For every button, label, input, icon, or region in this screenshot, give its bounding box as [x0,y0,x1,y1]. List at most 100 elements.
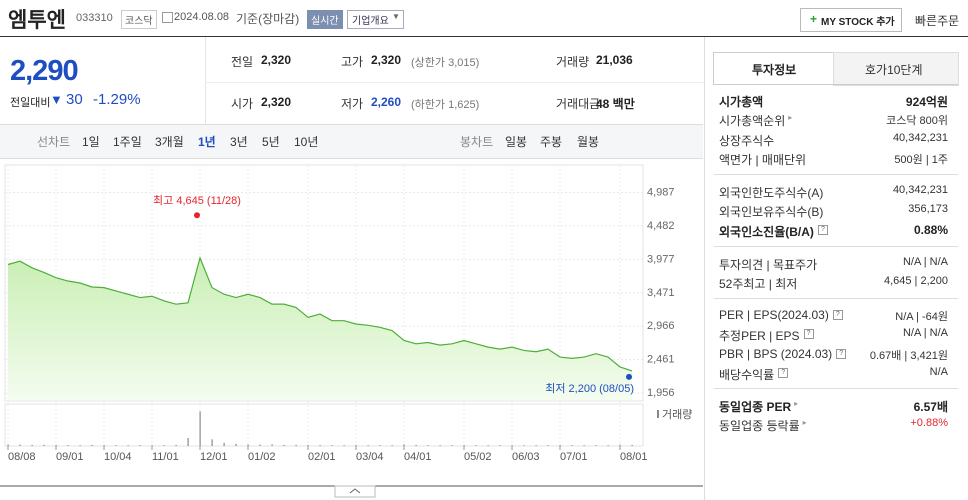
info-label: 시가총액순위 [719,114,786,129]
volume-bar [187,438,189,446]
overview-arrow: ▼ [392,12,400,21]
info-value: 0.67배 | 3,421원 [869,349,948,362]
info-label: 상장주식수 [719,133,775,148]
volume-bar [307,444,309,446]
period-tab[interactable]: 10년 [294,135,319,149]
volume-bar [391,445,393,446]
volume-bar [367,445,369,446]
volume-bar [199,411,201,446]
summary-label: 거래량 [556,55,590,69]
my-stock-button[interactable] [800,8,902,32]
chart: 1,956 2,461 2,966 3,471 3,977 4,482 4,987 08/08… [0,164,703,498]
info-label: 동일업종 PER [719,400,792,414]
market-badge: 코스닥 [121,10,157,29]
quick-order[interactable]: 빠른주문 [915,14,960,28]
x-tick-label: 02/01 [308,451,336,463]
period-tab[interactable]: 1년 [198,135,216,149]
price-line [7,256,633,372]
x-tick-label: 08/01 [620,451,648,463]
x-tick-label: 10/04 [104,451,132,463]
line-chart-label: 선차트 [37,135,71,149]
x-tick-label: 04/01 [404,451,432,463]
volume-bar [379,445,381,446]
info-value: 6.57배 [913,400,948,414]
header-line [0,36,968,37]
info-separator [714,298,958,299]
volume-bar [619,444,621,446]
summary-value: 21,036 [596,53,633,67]
period-tab[interactable]: 3개월 [155,135,184,149]
y-tick-label: 3,977 [647,253,675,265]
candle-tab[interactable]: 일봉 [505,135,528,149]
info-label: 외국인한도주식수(A) [719,186,824,200]
summary-value: 2,320 [261,53,292,67]
info-label: 시가총액 [719,95,764,109]
volume-bar [31,444,33,446]
x-tick-label: 01/02 [248,451,276,463]
help-icon[interactable]: ? [803,329,814,340]
volume-bar [271,444,273,446]
arrow-icon: ▸ [794,399,799,408]
info-label: 외국인보유주식수(B) [719,205,824,220]
volume-bar [163,445,165,446]
volume-bar [451,445,453,446]
collapse-button[interactable] [334,485,376,498]
help-icon[interactable]: ? [832,310,843,320]
high-marker [194,212,200,219]
help-icon[interactable]: ? [778,367,789,378]
volume-frame [4,403,644,447]
volume-bar [127,445,129,446]
period-tab[interactable]: 5년 [262,135,280,149]
volume-bar [7,444,9,446]
plot-frame [4,164,644,402]
volume-bar [499,445,501,446]
info-label: 동일업종 등락률 [719,419,800,434]
arrow-icon: ▸ [802,418,807,428]
info-tab[interactable]: 투자정보 [752,63,797,77]
stock-name: 엠투엔 [8,9,66,32]
volume-bar [535,445,537,446]
x-tick-label: 06/03 [512,451,540,463]
change-rate: -1.29% [93,91,141,108]
info-value: N/A | N/A [902,327,948,340]
volume-bar [439,445,441,446]
period-tab[interactable]: 3년 [230,135,248,149]
info-value: N/A | N/A [902,256,948,268]
volume-bar [559,444,561,446]
period-tab[interactable]: 1주일 [113,135,142,149]
summary-note: (상한가 3,015) [411,57,480,69]
candle-tab[interactable]: 주봉 [540,135,563,149]
info-label: 액면가 | 매매단위 [719,152,807,167]
candle-tab[interactable]: 월봉 [577,135,600,149]
volume-bar [115,445,117,446]
realtime-badge[interactable]: 실시간 [307,10,343,29]
info-label: 외국인소진율(B/A) [719,224,814,239]
overview-button[interactable]: 기업개요 [347,10,404,29]
help-icon[interactable]: ? [817,224,828,235]
volume-bar [487,445,489,446]
volume-bar [283,444,285,446]
period-tab[interactable]: 1일 [82,135,100,149]
y-tick-label: 4,987 [647,187,675,199]
volume-bar [571,445,573,446]
summary-label: 저가 [341,97,364,111]
legend-label: 거래량 [662,408,692,421]
info-value: 코스닥 800위 [886,115,948,128]
info-tab[interactable]: 호가10단계 [865,63,923,77]
volume-bar [79,445,81,446]
help-icon[interactable]: ? [836,348,847,359]
volume-bar [331,445,333,446]
summary-divider [205,82,704,83]
info-value: +0.88% [910,417,948,430]
volume-bar [415,444,417,446]
x-tick-label: 12/01 [200,451,228,463]
volume-bar [43,444,45,446]
volume-bar [583,445,585,446]
calendar-icon [162,12,173,23]
y-tick-label: 2,461 [647,354,675,366]
summary-label: 거래대금 [556,97,601,111]
x-tick-label: 08/08 [8,451,36,463]
volume-bar [463,445,465,446]
